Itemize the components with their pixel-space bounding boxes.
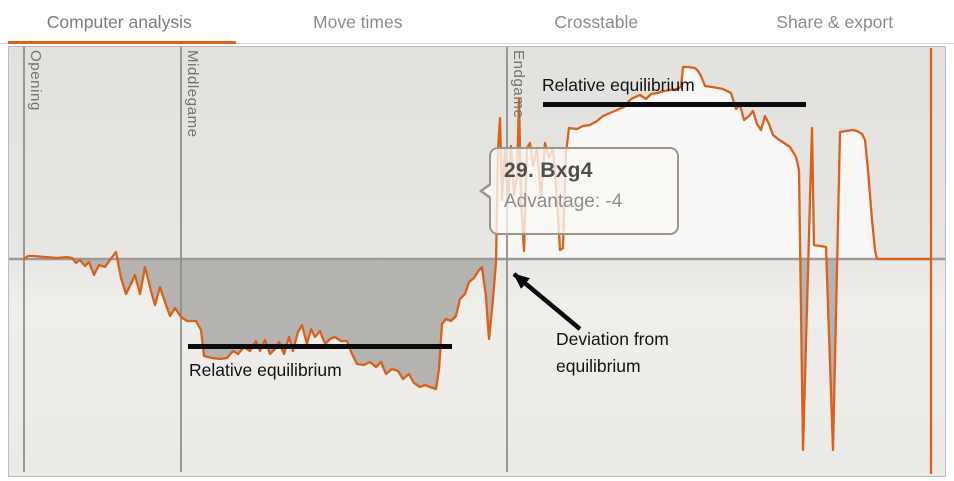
lower-equilibrium-line bbox=[188, 344, 452, 349]
active-tab-indicator bbox=[8, 41, 236, 44]
tab-share-export[interactable]: Share & export bbox=[716, 0, 954, 44]
phase-label-opening: Opening bbox=[27, 50, 44, 111]
deviation-arrow bbox=[512, 272, 582, 331]
advantage-chart-canvas[interactable] bbox=[9, 47, 945, 476]
phase-label-middlegame: Middlegame bbox=[184, 50, 201, 138]
advantage-curve[interactable] bbox=[22, 65, 933, 452]
tooltip-move-label: 29. Bxg4 bbox=[504, 159, 593, 182]
black-advantage-fill bbox=[24, 259, 931, 450]
advantage-chart[interactable] bbox=[8, 46, 946, 477]
tab-crosstable[interactable]: Crosstable bbox=[477, 0, 716, 44]
tabbar-divider bbox=[0, 43, 954, 44]
deviation-label: Deviation from equilibrium bbox=[556, 329, 669, 377]
tab-move-times[interactable]: Move times bbox=[239, 0, 478, 44]
upper-equilibrium-line bbox=[543, 102, 806, 107]
move-tooltip: 29. Bxg4 Advantage: -4 bbox=[479, 147, 679, 235]
lower-equilibrium-label: Relative equilibrium bbox=[189, 360, 342, 380]
white-advantage-fill bbox=[24, 67, 931, 259]
tab-computer-analysis[interactable]: Computer analysis bbox=[0, 0, 239, 44]
phase-label-endgame: Endgame bbox=[510, 50, 527, 119]
analysis-tabbar: Computer analysis Move times Crosstable … bbox=[0, 0, 954, 44]
tooltip-advantage-value: Advantage: -4 bbox=[504, 191, 623, 212]
upper-equilibrium-label: Relative equilibrium bbox=[542, 75, 695, 95]
